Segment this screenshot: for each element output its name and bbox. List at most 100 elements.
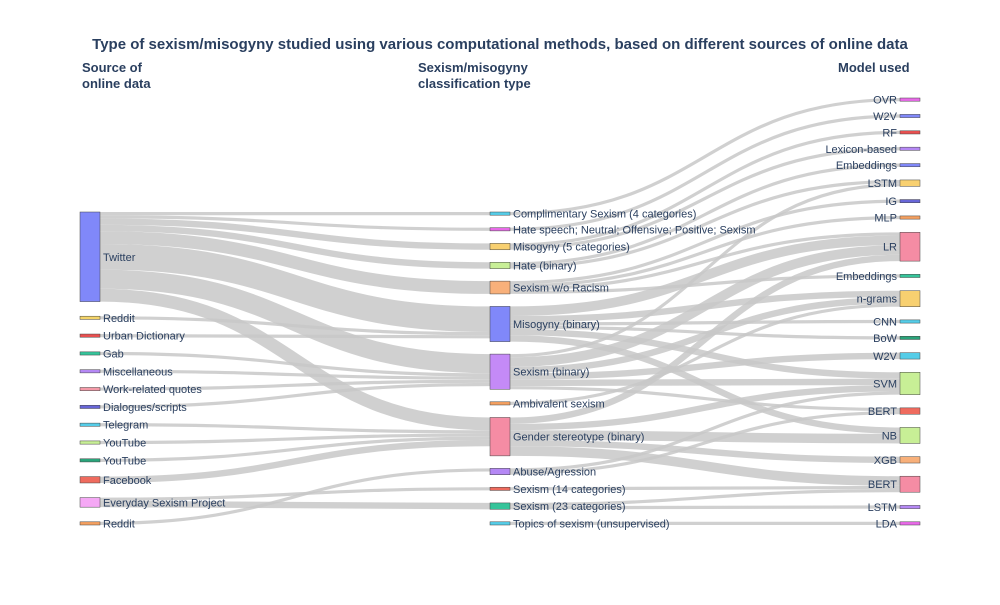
link-sex23-bert2[interactable] <box>509 489 901 507</box>
link-reddit2-abuse[interactable] <box>99 468 491 525</box>
link-hatebin-lstm1[interactable] <box>509 179 901 269</box>
link-sexwo-mlp[interactable] <box>509 215 901 288</box>
link-sexbin-w2v2[interactable] <box>509 352 901 380</box>
link-everyday-sex23[interactable] <box>99 500 491 510</box>
node-facebook[interactable] <box>79 476 101 484</box>
node-ngrams[interactable] <box>899 290 921 307</box>
node-bert2[interactable] <box>899 475 921 493</box>
link-misc-sexbin[interactable] <box>99 369 491 380</box>
link-gender-xgb[interactable] <box>509 439 901 464</box>
node-lex[interactable] <box>899 146 921 151</box>
link-gender-svm[interactable] <box>509 385 901 431</box>
node-reddit2[interactable] <box>79 521 101 526</box>
node-sex23[interactable] <box>489 502 511 510</box>
node-xgb[interactable] <box>899 456 921 464</box>
link-sex23-lstm2[interactable] <box>509 505 901 510</box>
link-abuse-svm[interactable] <box>509 391 901 472</box>
node-gab[interactable] <box>79 351 101 356</box>
link-twitter-gender[interactable] <box>99 288 491 431</box>
link-youtube1-gender[interactable] <box>99 433 491 445</box>
link-ambiv-ngrams[interactable] <box>509 303 901 405</box>
link-sexwo-ig[interactable] <box>509 199 901 285</box>
link-sex14-bert2[interactable] <box>509 485 901 491</box>
link-sexbin-lr[interactable] <box>509 245 901 367</box>
link-twitter-hatebin[interactable] <box>99 224 491 269</box>
node-svm[interactable] <box>899 372 921 395</box>
link-sexbin-lstm1[interactable] <box>509 183 901 358</box>
link-twitter-sexwo[interactable] <box>99 231 491 294</box>
node-lr[interactable] <box>899 232 921 262</box>
link-facebook-gender[interactable] <box>99 439 491 483</box>
link-dialogues-sexbin[interactable] <box>99 382 491 409</box>
node-mlp[interactable] <box>899 215 921 220</box>
node-reddit1[interactable] <box>79 315 101 320</box>
link-sexwo-lr[interactable] <box>509 232 901 291</box>
node-ig[interactable] <box>899 199 921 203</box>
link-gab-sexbin[interactable] <box>99 351 491 377</box>
link-reddit1-misobin[interactable] <box>99 316 491 336</box>
node-ambiv[interactable] <box>489 401 511 406</box>
link-misobin-lr[interactable] <box>509 235 901 317</box>
node-rf[interactable] <box>899 130 921 135</box>
node-sexbin[interactable] <box>489 353 511 390</box>
node-w2v2[interactable] <box>899 352 921 360</box>
link-sexbin-bert1[interactable] <box>509 386 901 412</box>
node-lda[interactable] <box>899 521 921 526</box>
node-emb2[interactable] <box>899 274 921 278</box>
node-youtube2[interactable] <box>79 458 101 463</box>
node-twitter[interactable] <box>79 211 101 302</box>
node-cnn[interactable] <box>899 319 921 324</box>
link-youtube2-gender[interactable] <box>99 436 491 462</box>
node-urban[interactable] <box>79 333 101 338</box>
link-urban-misobin[interactable] <box>99 334 491 339</box>
link-hate6-w2v1[interactable] <box>509 114 901 231</box>
link-miso5-lex[interactable] <box>509 147 901 250</box>
node-hatebin[interactable] <box>489 262 511 269</box>
link-sexbin-svm[interactable] <box>509 378 901 387</box>
node-bert1[interactable] <box>899 407 921 415</box>
node-bow[interactable] <box>899 336 921 340</box>
header-model: Model used <box>838 60 910 75</box>
node-lstm1[interactable] <box>899 179 921 187</box>
link-miso5-rf[interactable] <box>509 130 901 247</box>
node-abuse[interactable] <box>489 468 511 476</box>
node-work[interactable] <box>79 387 101 391</box>
node-misobin[interactable] <box>489 306 511 342</box>
link-hatebin-emb1[interactable] <box>509 163 901 266</box>
header-source: Source of online data <box>82 60 151 91</box>
link-twitter-hate6[interactable] <box>99 215 491 231</box>
link-abuse-bert1[interactable] <box>509 411 901 475</box>
node-telegram[interactable] <box>79 422 101 427</box>
node-label-emb1: Embeddings <box>836 160 898 172</box>
link-gender-bert2[interactable] <box>509 446 901 486</box>
link-twitter-misobin[interactable] <box>99 244 491 333</box>
node-compl[interactable] <box>489 211 511 216</box>
link-everyday-sex14[interactable] <box>99 487 491 501</box>
link-gender-lr[interactable] <box>509 254 901 424</box>
node-gender[interactable] <box>489 417 511 457</box>
link-twitter-miso5[interactable] <box>99 218 491 250</box>
link-twitter-sexbin[interactable] <box>99 269 491 374</box>
link-work-sexbin[interactable] <box>99 379 491 391</box>
node-label-compl: Complimentary Sexism (4 categories) <box>513 209 696 221</box>
node-sexwo[interactable] <box>489 280 511 295</box>
node-nb[interactable] <box>899 427 921 444</box>
node-emb1[interactable] <box>899 163 921 168</box>
node-dialogues[interactable] <box>79 405 101 409</box>
link-sexwo-emb2[interactable] <box>509 274 901 294</box>
node-youtube1[interactable] <box>79 440 101 445</box>
link-compl-ovr[interactable] <box>509 98 901 216</box>
node-misc[interactable] <box>79 369 101 374</box>
node-label-lex: Lexicon-based <box>825 144 897 156</box>
node-ovr[interactable] <box>899 97 921 102</box>
node-hate6[interactable] <box>489 227 511 232</box>
link-gender-nb[interactable] <box>509 430 901 444</box>
node-lstm2[interactable] <box>899 505 921 509</box>
node-sex14[interactable] <box>489 486 511 491</box>
node-topics[interactable] <box>489 521 511 526</box>
link-misobin-cnn[interactable] <box>509 319 901 326</box>
node-miso5[interactable] <box>489 243 511 251</box>
node-everyday[interactable] <box>79 497 101 508</box>
node-w2v1[interactable] <box>899 114 921 118</box>
link-telegram-gender[interactable] <box>99 423 491 434</box>
